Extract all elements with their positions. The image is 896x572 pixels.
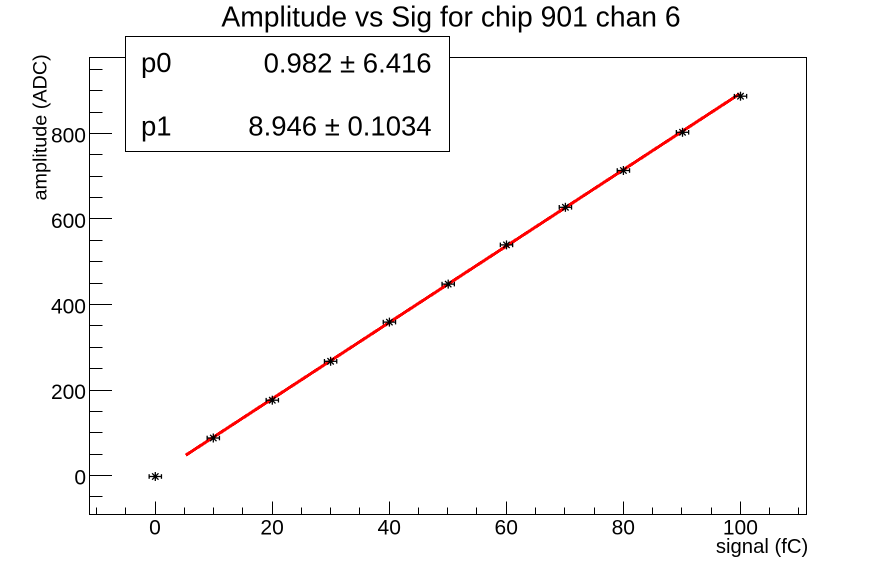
svg-text:p0: p0 [141, 47, 172, 78]
svg-text:signal (fC): signal (fC) [716, 536, 808, 558]
svg-text:0: 0 [74, 466, 86, 489]
svg-text:800: 800 [51, 124, 86, 147]
svg-text:0.982 ± 6.416: 0.982 ± 6.416 [264, 47, 432, 78]
svg-text:20: 20 [260, 516, 283, 539]
svg-text:amplitude (ADC): amplitude (ADC) [29, 54, 51, 200]
svg-text:80: 80 [612, 516, 635, 539]
svg-text:600: 600 [51, 210, 86, 233]
svg-text:0: 0 [149, 516, 161, 539]
svg-text:p1: p1 [141, 110, 172, 141]
svg-text:40: 40 [378, 516, 401, 539]
svg-text:8.946 ± 0.1034: 8.946 ± 0.1034 [248, 110, 431, 141]
svg-text:100: 100 [723, 516, 758, 539]
svg-text:400: 400 [51, 295, 86, 318]
svg-text:200: 200 [51, 381, 86, 404]
svg-text:Amplitude vs Sig for chip 901: Amplitude vs Sig for chip 901 chan 6 [221, 0, 680, 32]
svg-text:60: 60 [495, 516, 518, 539]
